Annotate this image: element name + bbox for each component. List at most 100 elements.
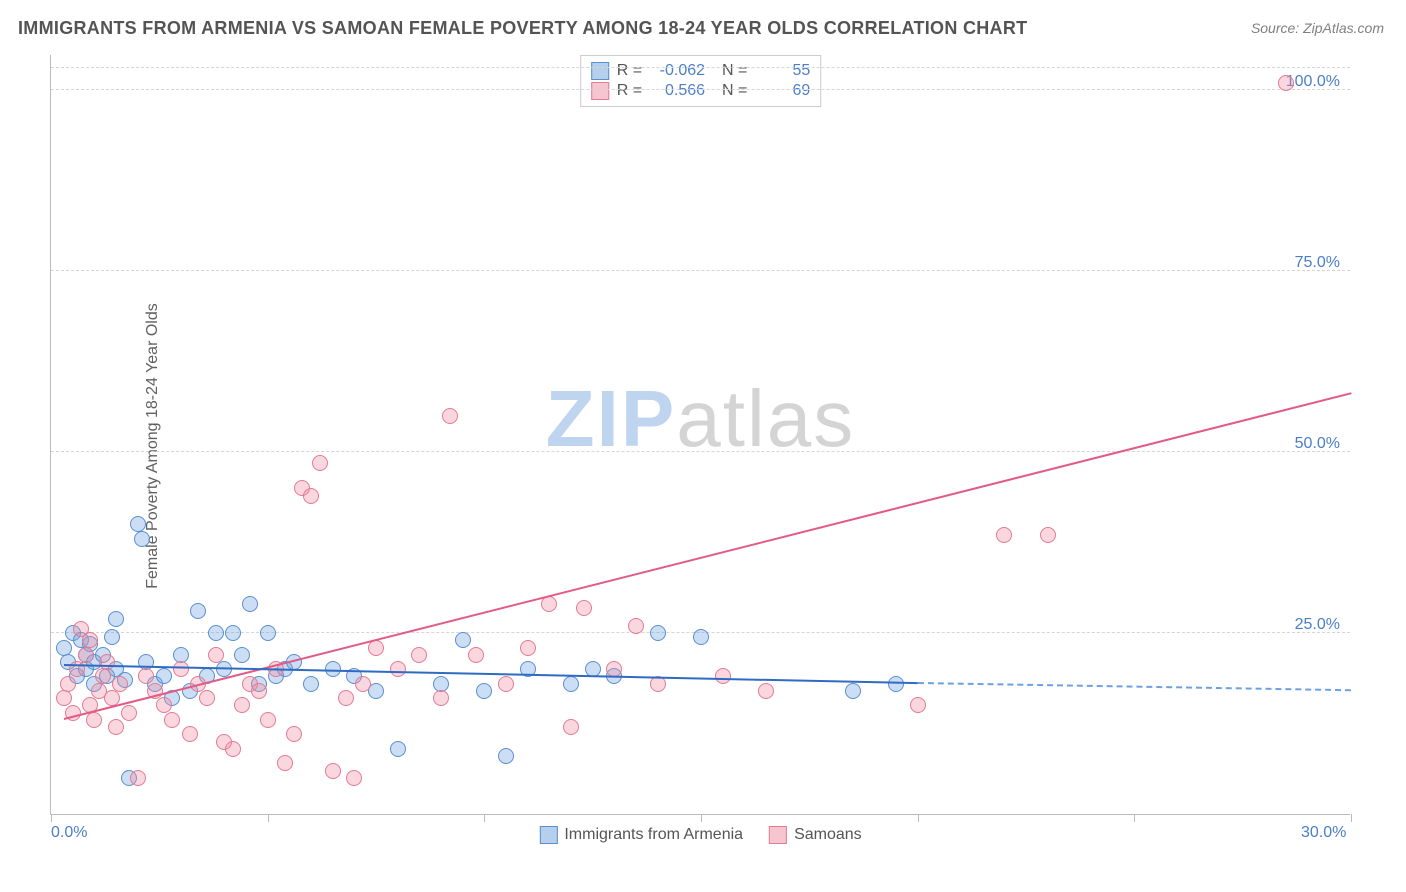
regression-line xyxy=(64,392,1351,720)
stats-row-blue: R = -0.062 N = 55 xyxy=(591,62,811,80)
gridline xyxy=(51,270,1350,271)
legend-label-blue: Immigrants from Armenia xyxy=(564,826,743,844)
data-point xyxy=(433,690,449,706)
regression-line xyxy=(918,682,1351,691)
data-point xyxy=(208,625,224,641)
data-point xyxy=(476,683,492,699)
data-point xyxy=(286,726,302,742)
data-point xyxy=(234,647,250,663)
data-point xyxy=(225,625,241,641)
data-point xyxy=(138,668,154,684)
data-point xyxy=(156,668,172,684)
data-point xyxy=(498,676,514,692)
y-tick-label: 50.0% xyxy=(1295,435,1340,453)
data-point xyxy=(455,632,471,648)
swatch-blue-icon xyxy=(591,62,609,80)
x-tick-label: 0.0% xyxy=(51,824,87,842)
data-point xyxy=(1040,527,1056,543)
data-point xyxy=(108,611,124,627)
data-point xyxy=(60,676,76,692)
x-tick xyxy=(701,814,702,822)
gridline xyxy=(51,89,1350,90)
data-point xyxy=(121,705,137,721)
data-point xyxy=(56,690,72,706)
data-point xyxy=(411,647,427,663)
x-tick xyxy=(1134,814,1135,822)
stat-n-pink: 69 xyxy=(755,82,810,100)
data-point xyxy=(346,770,362,786)
data-point xyxy=(355,676,371,692)
y-tick-label: 75.0% xyxy=(1295,254,1340,272)
data-point xyxy=(468,647,484,663)
data-point xyxy=(520,640,536,656)
data-point xyxy=(576,600,592,616)
x-tick xyxy=(1351,814,1352,822)
data-point xyxy=(390,741,406,757)
series-legend: Immigrants from Armenia Samoans xyxy=(539,826,861,844)
swatch-pink-icon xyxy=(591,82,609,100)
data-point xyxy=(442,408,458,424)
data-point xyxy=(156,697,172,713)
data-point xyxy=(108,719,124,735)
chart-title: IMMIGRANTS FROM ARMENIA VS SAMOAN FEMALE… xyxy=(18,18,1027,39)
data-point xyxy=(563,719,579,735)
x-tick-label: 30.0% xyxy=(1301,824,1346,842)
x-tick xyxy=(51,814,52,822)
data-point xyxy=(325,763,341,779)
stat-n-label: N = xyxy=(713,62,747,80)
data-point xyxy=(563,676,579,692)
data-point xyxy=(82,632,98,648)
data-point xyxy=(693,629,709,645)
data-point xyxy=(303,488,319,504)
data-point xyxy=(758,683,774,699)
stat-n-label: N = xyxy=(713,82,747,100)
data-point xyxy=(260,712,276,728)
data-point xyxy=(628,618,644,634)
source-label: Source: ZipAtlas.com xyxy=(1251,20,1384,36)
gridline xyxy=(51,451,1350,452)
stat-n-blue: 55 xyxy=(755,62,810,80)
data-point xyxy=(78,647,94,663)
stat-r-pink: 0.566 xyxy=(650,82,705,100)
x-tick xyxy=(268,814,269,822)
x-tick xyxy=(918,814,919,822)
data-point xyxy=(104,629,120,645)
stats-row-pink: R = 0.566 N = 69 xyxy=(591,82,811,100)
data-point xyxy=(86,712,102,728)
data-point xyxy=(225,741,241,757)
data-point xyxy=(164,712,180,728)
gridline xyxy=(51,67,1350,68)
data-point xyxy=(910,697,926,713)
data-point xyxy=(845,683,861,699)
stat-r-label: R = xyxy=(617,62,642,80)
legend-label-pink: Samoans xyxy=(794,826,862,844)
legend-item-pink: Samoans xyxy=(769,826,862,844)
data-point xyxy=(99,654,115,670)
y-tick-label: 25.0% xyxy=(1295,616,1340,634)
data-point xyxy=(182,726,198,742)
stat-r-label: R = xyxy=(617,82,642,100)
data-point xyxy=(303,676,319,692)
data-point xyxy=(390,661,406,677)
data-point xyxy=(260,625,276,641)
scatter-plot: ZIPatlas R = -0.062 N = 55 R = 0.566 N =… xyxy=(50,55,1350,815)
data-point xyxy=(498,748,514,764)
swatch-blue-icon xyxy=(539,826,557,844)
data-point xyxy=(112,676,128,692)
data-point xyxy=(134,531,150,547)
data-point xyxy=(996,527,1012,543)
swatch-pink-icon xyxy=(769,826,787,844)
data-point xyxy=(190,603,206,619)
data-point xyxy=(1278,75,1294,91)
data-point xyxy=(199,690,215,706)
watermark-part2: atlas xyxy=(676,374,855,463)
data-point xyxy=(338,690,354,706)
x-tick xyxy=(484,814,485,822)
data-point xyxy=(208,647,224,663)
data-point xyxy=(130,770,146,786)
data-point xyxy=(242,596,258,612)
data-point xyxy=(251,683,267,699)
stats-legend: R = -0.062 N = 55 R = 0.566 N = 69 xyxy=(580,55,822,107)
stat-r-blue: -0.062 xyxy=(650,62,705,80)
data-point xyxy=(715,668,731,684)
